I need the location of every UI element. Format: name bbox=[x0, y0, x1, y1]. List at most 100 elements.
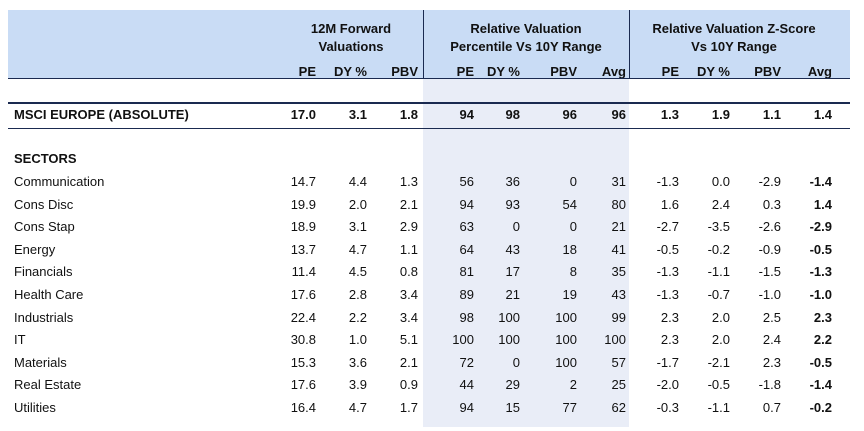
value-cell: 2.2 bbox=[813, 332, 832, 348]
group1-label-line1: 12M Forward bbox=[310, 21, 392, 36]
value-cell: 100 bbox=[604, 332, 626, 348]
value-cell: -2.6 bbox=[758, 219, 781, 235]
value-cell: 21 bbox=[505, 287, 520, 302]
value-cell: -0.9 bbox=[758, 241, 781, 257]
table-row: Real Estate 17.6 3.9 0.9 44 29 2 25 -2.0 -0.5 -1.8… bbox=[0, 376, 864, 398]
value-cell: 13.7 bbox=[290, 241, 316, 257]
value-cell: 1.7 bbox=[399, 400, 418, 415]
value-cell: 15 bbox=[505, 400, 520, 415]
sectors-heading: SECTORS bbox=[14, 151, 77, 166]
group1-label-line2: Valuations bbox=[318, 39, 384, 54]
row-label: Cons Disc bbox=[14, 196, 74, 212]
value-cell: 100 bbox=[498, 309, 520, 325]
value-cell: 18.9 bbox=[290, 219, 316, 235]
table-row: Financials 11.4 4.5 0.8 81 17 8 35 -1.3 -1.1 -1.5 -… bbox=[0, 263, 864, 285]
value-cell: 2.3 bbox=[660, 332, 679, 348]
value-cell: 100 bbox=[452, 332, 474, 348]
row-label: Cons Stap bbox=[14, 219, 75, 235]
value-cell: 21 bbox=[611, 219, 626, 235]
group3-label-line2: Vs 10Y Range bbox=[691, 39, 777, 54]
sub-header-9: PBV bbox=[754, 64, 781, 79]
index-bottom-rule bbox=[8, 128, 850, 129]
value-cell: -0.5 bbox=[809, 241, 832, 257]
group2-label-line2: Percentile Vs 10Y Range bbox=[450, 39, 602, 54]
group-header-percentile: Relative Valuation Percentile Vs 10Y Ran… bbox=[425, 20, 627, 56]
group3-label-line1: Relative Valuation Z-Score bbox=[652, 21, 816, 36]
value-cell: 30.8 bbox=[290, 332, 316, 348]
value-cell: -1.8 bbox=[758, 377, 781, 393]
value-cell: -0.2 bbox=[707, 241, 730, 257]
value-cell: 72 bbox=[459, 354, 474, 370]
group-header-forward-valuations: 12M Forward Valuations bbox=[282, 20, 420, 56]
value-cell: 1.1 bbox=[399, 241, 418, 257]
value-cell: 99 bbox=[611, 309, 626, 325]
sub-header-1: DY % bbox=[334, 64, 367, 79]
value-cell: 1.3 bbox=[660, 107, 679, 122]
value-cell: -0.3 bbox=[656, 400, 679, 415]
row-label: Energy bbox=[14, 241, 56, 257]
sub-header-5: PBV bbox=[550, 64, 577, 79]
value-cell: 1.6 bbox=[660, 196, 679, 212]
sub-header-3: PE bbox=[456, 64, 474, 79]
value-cell: 4.5 bbox=[348, 264, 367, 280]
value-cell: -2.0 bbox=[656, 377, 679, 393]
header-divider-2 bbox=[629, 10, 630, 78]
value-cell: -0.7 bbox=[707, 287, 730, 302]
value-cell: 57 bbox=[611, 354, 626, 370]
value-cell: -0.2 bbox=[809, 400, 832, 415]
sub-header-6: Avg bbox=[601, 64, 626, 79]
table-row: Communication 14.7 4.4 1.3 56 36 0 31 -1.3 0.0 -2.… bbox=[0, 173, 864, 195]
value-cell: -0.5 bbox=[707, 377, 730, 393]
value-cell: 1.0 bbox=[348, 332, 367, 348]
value-cell: 1.4 bbox=[813, 196, 832, 212]
value-cell: 17 bbox=[505, 264, 520, 280]
value-cell: 3.9 bbox=[348, 377, 367, 393]
value-cell: 11.4 bbox=[291, 264, 316, 280]
table-row: IT 30.8 1.0 5.1 100 100 100 100 2.3 2.0 2.4 2.2 bbox=[0, 331, 864, 353]
value-cell: -1.7 bbox=[656, 354, 679, 370]
table-row: Materials 15.3 3.6 2.1 72 0 100 57 -1.7 -2.1 2.3 -0… bbox=[0, 354, 864, 376]
value-cell: 3.1 bbox=[348, 107, 367, 122]
value-cell: 2.4 bbox=[762, 332, 781, 348]
value-cell: 2.3 bbox=[660, 309, 679, 325]
value-cell: 31 bbox=[611, 174, 626, 189]
value-cell: 0 bbox=[512, 354, 520, 370]
value-cell: 4.7 bbox=[348, 241, 367, 257]
value-cell: 2.2 bbox=[348, 309, 367, 325]
value-cell: 2.1 bbox=[399, 354, 418, 370]
index-row-label: MSCI EUROPE (ABSOLUTE) bbox=[14, 107, 189, 122]
value-cell: 1.1 bbox=[762, 107, 781, 122]
value-cell: 19.9 bbox=[290, 196, 316, 212]
value-cell: 18 bbox=[562, 241, 577, 257]
value-cell: -2.7 bbox=[656, 219, 679, 235]
value-cell: -2.9 bbox=[758, 174, 781, 189]
value-cell: -1.1 bbox=[707, 264, 730, 280]
value-cell: -1.4 bbox=[809, 174, 832, 189]
value-cell: 56 bbox=[459, 174, 474, 189]
value-cell: 77 bbox=[562, 400, 577, 415]
row-label: IT bbox=[14, 332, 26, 348]
value-cell: 0.3 bbox=[762, 196, 781, 212]
value-cell: 94 bbox=[459, 196, 474, 212]
value-cell: 43 bbox=[505, 241, 520, 257]
value-cell: 98 bbox=[505, 107, 520, 122]
table-row: Energy 13.7 4.7 1.1 64 43 18 41 -0.5 -0.2 -0.9 -0.5 bbox=[0, 241, 864, 263]
index-top-rule bbox=[8, 102, 850, 104]
value-cell: 63 bbox=[459, 219, 474, 235]
value-cell: 0.8 bbox=[399, 264, 418, 280]
value-cell: -1.4 bbox=[809, 377, 832, 393]
value-cell: 43 bbox=[611, 287, 626, 302]
value-cell: 0.0 bbox=[711, 174, 730, 189]
value-cell: 100 bbox=[555, 309, 577, 325]
value-cell: 96 bbox=[562, 107, 577, 122]
value-cell: 0.9 bbox=[399, 377, 418, 393]
sub-header-8: DY % bbox=[697, 64, 730, 79]
value-cell: 0.7 bbox=[762, 400, 781, 415]
value-cell: -1.3 bbox=[656, 264, 679, 280]
value-cell: 17.0 bbox=[290, 107, 316, 122]
sub-header-4: DY % bbox=[487, 64, 520, 79]
value-cell: 3.6 bbox=[348, 354, 367, 370]
value-cell: -1.3 bbox=[656, 287, 679, 302]
value-cell: 0 bbox=[512, 219, 520, 235]
value-cell: 35 bbox=[611, 264, 626, 280]
